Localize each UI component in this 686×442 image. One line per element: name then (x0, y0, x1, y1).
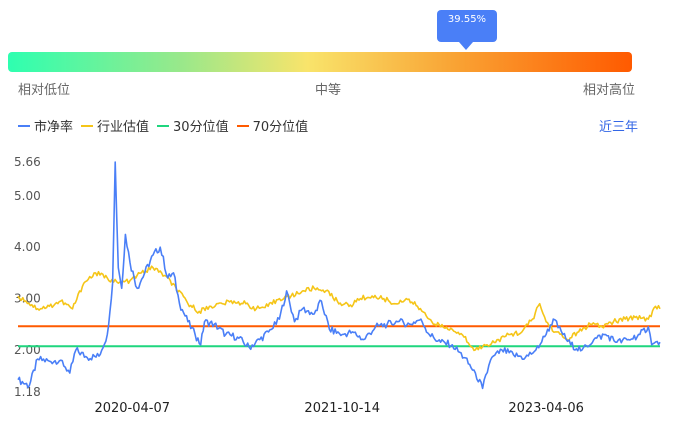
legend-label-p70: 70分位值 (252, 120, 309, 135)
y-tick-label: 1.18 (14, 385, 41, 399)
x-tick-label: 2020-04-07 (94, 401, 170, 416)
valuation-gauge-bar (8, 52, 632, 72)
legend-label-industry: 行业估值 (97, 120, 150, 135)
y-tick-label: 2.00 (14, 343, 41, 357)
legend-item-p30[interactable]: 30分位值 (157, 116, 229, 135)
time-range-selector[interactable]: 近三年 (599, 120, 639, 135)
legend-label-pb: 市净率 (34, 120, 74, 135)
gauge-high-label: 相对高位 (583, 83, 636, 98)
percentile-value: 39.55% (447, 14, 487, 25)
series-line-pb (17, 161, 661, 390)
y-tick-label: 3.00 (14, 292, 41, 306)
x-axis: 2020-04-07 2021-10-14 2023-04-06 (94, 401, 583, 416)
legend-swatch-pb (18, 124, 30, 127)
series-layer (17, 161, 661, 390)
y-tick-label: 5.66 (14, 155, 41, 169)
x-tick-label: 2023-04-06 (508, 401, 584, 416)
y-tick-label: 5.00 (14, 189, 41, 203)
y-tick-label: 4.00 (14, 240, 41, 254)
percentile-tooltip: 39.55% (437, 10, 497, 50)
legend-swatch-industry (81, 124, 94, 127)
legend-swatch-p30 (157, 124, 170, 127)
legend-item-industry[interactable]: 行业估值 (81, 116, 149, 135)
legend-label-p30: 30分位值 (173, 120, 229, 135)
x-tick-label: 2021-10-14 (304, 401, 380, 416)
legend-swatch-p70 (236, 124, 249, 127)
chart-legend: 市净率 行业估值 30分位值 70分位值 (18, 116, 316, 135)
gauge-low-label: 相对低位 (18, 83, 71, 98)
legend-item-p70[interactable]: 70分位值 (236, 116, 309, 135)
series-line-industry (17, 265, 661, 352)
gauge-mid-label: 中等 (315, 83, 342, 98)
legend-item-pb[interactable]: 市净率 (18, 116, 73, 135)
y-axis: 5.66 5.00 4.00 3.00 2.00 1.18 (14, 155, 41, 399)
